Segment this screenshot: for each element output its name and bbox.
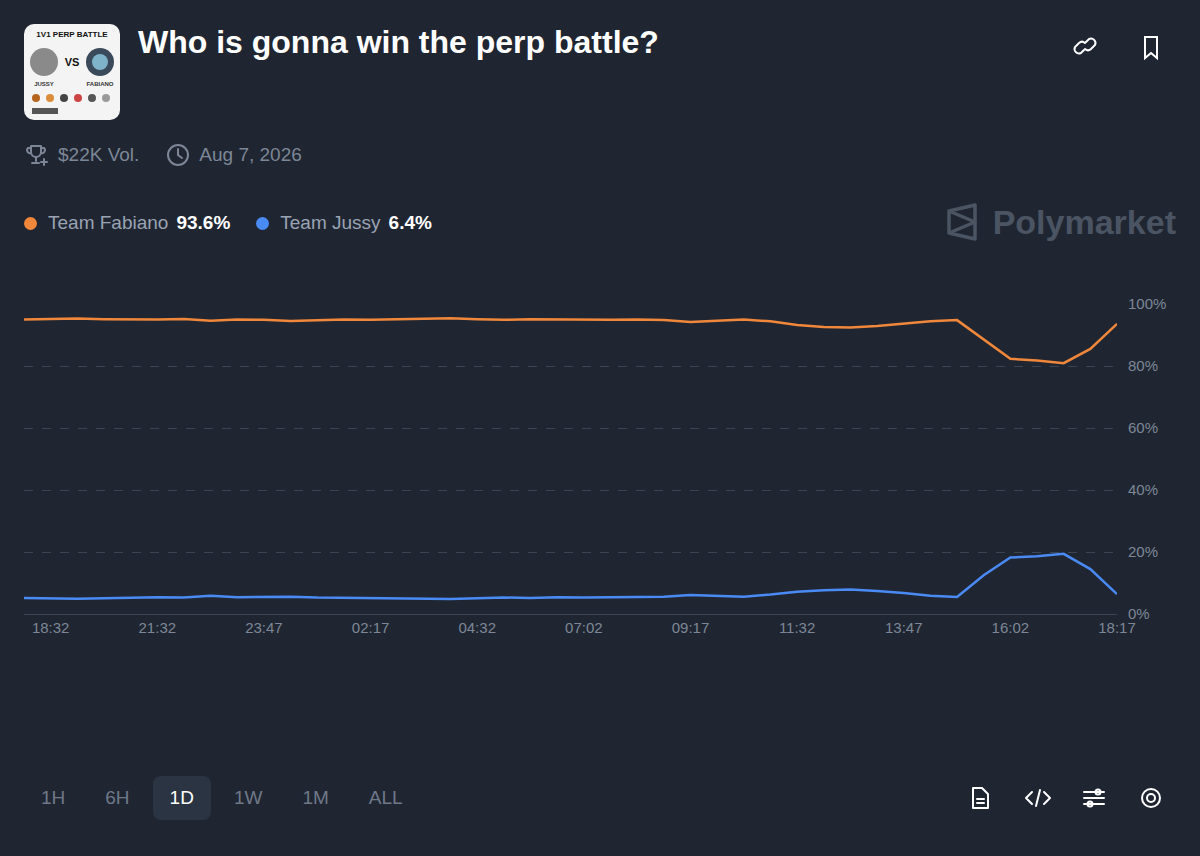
svg-text:04:32: 04:32 <box>458 619 496 636</box>
svg-text:11:32: 11:32 <box>779 619 815 636</box>
svg-text:23:47: 23:47 <box>245 619 283 636</box>
html-text:1H: 1H <box>41 787 66 808</box>
html-text:Polymarket: Polymarket <box>992 202 1176 241</box>
svg-text:40%: 40% <box>1128 481 1158 498</box>
svg-text:20%: 20% <box>1128 543 1158 560</box>
svg-text:02:17: 02:17 <box>352 619 390 636</box>
svg-text:18:32: 18:32 <box>32 619 70 636</box>
html-text:Team Fabiano 93.6%: Team Fabiano 93.6% <box>48 212 231 233</box>
html-text:ALL: ALL <box>368 787 403 808</box>
html-text:Aug 7, 2026: Aug 7, 2026 <box>199 144 302 165</box>
svg-text:JUSSY: JUSSY <box>34 81 54 87</box>
svg-text:16:02: 16:02 <box>992 619 1030 636</box>
svg-text:VS: VS <box>65 56 80 68</box>
html-text:1D: 1D <box>169 787 194 808</box>
svg-text:0%: 0% <box>1128 605 1150 622</box>
svg-text:09:17: 09:17 <box>672 619 710 636</box>
svg-text:80%: 80% <box>1128 357 1158 374</box>
svg-text:21:32: 21:32 <box>139 619 177 636</box>
svg-text:07:02: 07:02 <box>565 619 603 636</box>
svg-text:13:47: 13:47 <box>885 619 923 636</box>
svg-text:100%: 100% <box>1128 295 1166 312</box>
html-text:$22K Vol.: $22K Vol. <box>58 144 140 165</box>
html-text:Who is gonna win the perp batt: Who is gonna win the perp battle? <box>138 24 659 60</box>
html-text:1M: 1M <box>302 787 329 808</box>
html-text:1W: 1W <box>233 787 263 808</box>
svg-text:18:17: 18:17 <box>1098 619 1136 636</box>
svg-text:FABIANO: FABIANO <box>87 81 114 87</box>
svg-text:1V1 PERP BATTLE: 1V1 PERP BATTLE <box>36 30 108 39</box>
svg-text:60%: 60% <box>1128 419 1158 436</box>
html-text:Team Jussy 6.4%: Team Jussy 6.4% <box>280 212 432 233</box>
html-text:6H: 6H <box>105 787 130 808</box>
